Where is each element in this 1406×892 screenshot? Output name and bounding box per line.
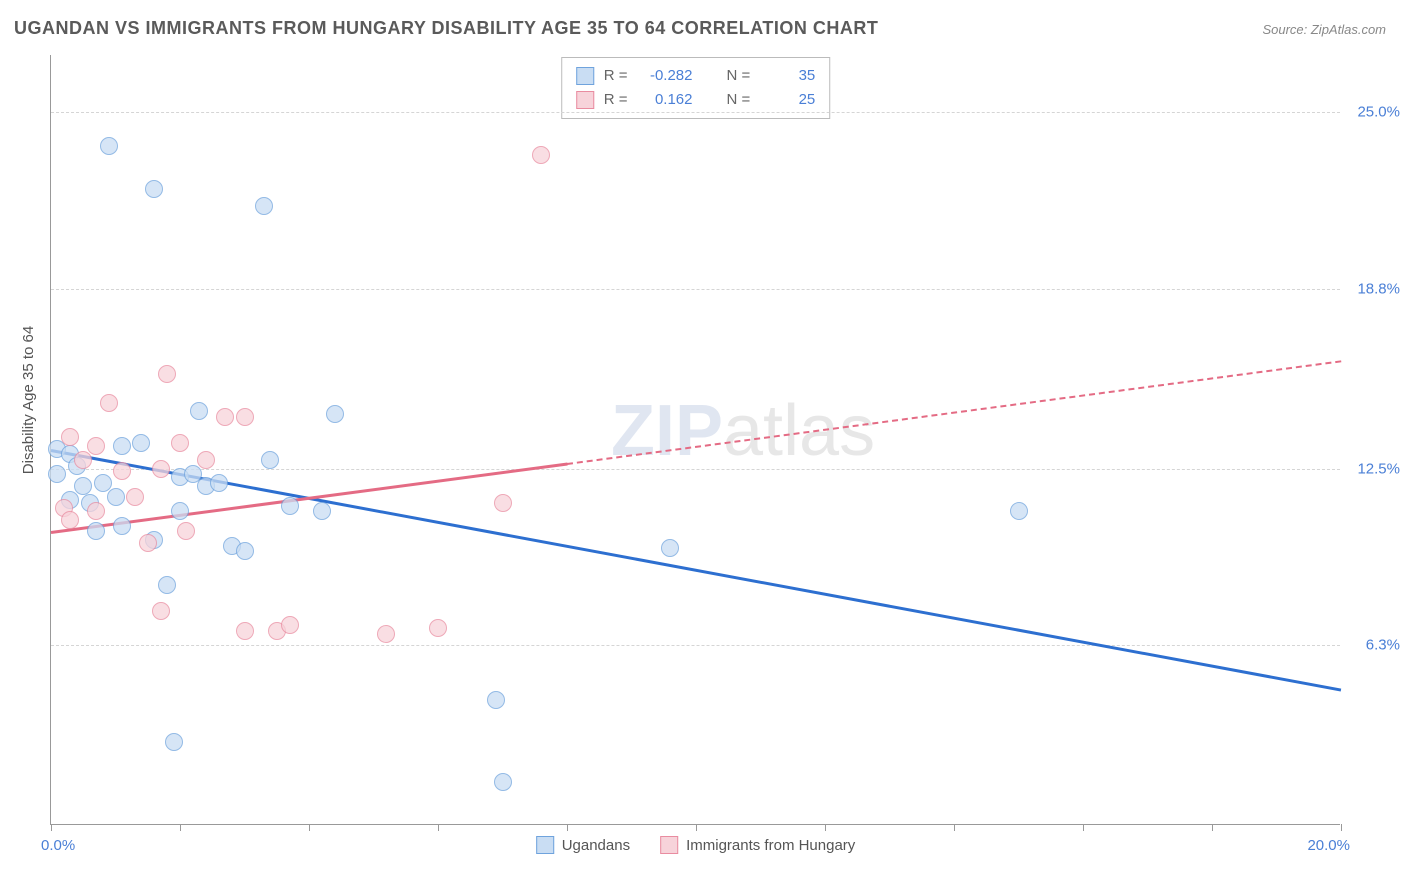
data-point bbox=[171, 434, 189, 452]
data-point bbox=[236, 542, 254, 560]
data-point bbox=[48, 465, 66, 483]
gridline bbox=[51, 112, 1340, 113]
legend-row: R = 0.162 N = 25 bbox=[576, 88, 816, 112]
data-point bbox=[152, 460, 170, 478]
data-point bbox=[74, 477, 92, 495]
y-tick-label: 25.0% bbox=[1345, 104, 1400, 121]
legend-swatch bbox=[576, 67, 594, 85]
data-point bbox=[61, 511, 79, 529]
regression-line bbox=[51, 449, 1342, 692]
chart-title: UGANDAN VS IMMIGRANTS FROM HUNGARY DISAB… bbox=[14, 18, 878, 39]
watermark: ZIPatlas bbox=[611, 390, 875, 472]
data-point bbox=[377, 625, 395, 643]
n-label: N = bbox=[727, 64, 751, 88]
data-point bbox=[87, 437, 105, 455]
data-point bbox=[126, 488, 144, 506]
data-point bbox=[494, 494, 512, 512]
data-point bbox=[1010, 502, 1028, 520]
x-tick bbox=[309, 824, 310, 831]
data-point bbox=[661, 539, 679, 557]
data-point bbox=[100, 137, 118, 155]
data-point bbox=[87, 522, 105, 540]
data-point bbox=[494, 773, 512, 791]
data-point bbox=[210, 474, 228, 492]
r-value: 0.162 bbox=[638, 88, 693, 112]
data-point bbox=[261, 451, 279, 469]
data-point bbox=[139, 534, 157, 552]
gridline bbox=[51, 469, 1340, 470]
series-name: Ugandans bbox=[562, 837, 630, 854]
data-point bbox=[197, 451, 215, 469]
correlation-legend: R = -0.282 N = 35 R = 0.162 N = 25 bbox=[561, 57, 831, 119]
data-point bbox=[171, 502, 189, 520]
data-point bbox=[165, 733, 183, 751]
plot-area: ZIPatlas 0.0% 20.0% R =-0.282N =35R =0.1… bbox=[50, 55, 1340, 825]
x-tick bbox=[825, 824, 826, 831]
chart-container: UGANDAN VS IMMIGRANTS FROM HUNGARY DISAB… bbox=[0, 0, 1406, 892]
regression-line bbox=[567, 360, 1341, 465]
r-label: R = bbox=[604, 64, 628, 88]
data-point bbox=[216, 408, 234, 426]
data-point bbox=[158, 365, 176, 383]
x-tick bbox=[954, 824, 955, 831]
data-point bbox=[487, 691, 505, 709]
source-label: Source: ZipAtlas.com bbox=[1262, 22, 1386, 37]
data-point bbox=[313, 502, 331, 520]
data-point bbox=[281, 497, 299, 515]
x-tick bbox=[438, 824, 439, 831]
data-point bbox=[190, 402, 208, 420]
data-point bbox=[113, 437, 131, 455]
legend-swatch bbox=[576, 91, 594, 109]
y-tick-label: 18.8% bbox=[1345, 280, 1400, 297]
x-axis-min-label: 0.0% bbox=[41, 837, 75, 854]
data-point bbox=[132, 434, 150, 452]
n-value: 25 bbox=[760, 88, 815, 112]
legend-swatch bbox=[536, 836, 554, 854]
n-value: 35 bbox=[760, 64, 815, 88]
x-tick bbox=[1083, 824, 1084, 831]
watermark-thin: atlas bbox=[723, 391, 875, 471]
legend-row: R = -0.282 N = 35 bbox=[576, 64, 816, 88]
data-point bbox=[107, 488, 125, 506]
series-legend-item: Ugandans bbox=[536, 836, 630, 854]
data-point bbox=[113, 517, 131, 535]
r-value: -0.282 bbox=[638, 64, 693, 88]
series-legend: Ugandans Immigrants from Hungary bbox=[536, 836, 856, 854]
watermark-bold: ZIP bbox=[611, 391, 723, 471]
gridline bbox=[51, 289, 1340, 290]
data-point bbox=[100, 394, 118, 412]
x-tick bbox=[696, 824, 697, 831]
y-tick-label: 6.3% bbox=[1345, 637, 1400, 654]
y-axis-title: Disability Age 35 to 64 bbox=[20, 326, 37, 474]
y-tick-label: 12.5% bbox=[1345, 460, 1400, 477]
data-point bbox=[145, 180, 163, 198]
x-tick bbox=[567, 824, 568, 831]
data-point bbox=[281, 616, 299, 634]
x-axis-max-label: 20.0% bbox=[1307, 837, 1350, 854]
series-legend-item: Immigrants from Hungary bbox=[660, 836, 855, 854]
x-tick bbox=[51, 824, 52, 831]
x-tick bbox=[1341, 824, 1342, 831]
data-point bbox=[113, 462, 131, 480]
legend-swatch bbox=[660, 836, 678, 854]
data-point bbox=[74, 451, 92, 469]
data-point bbox=[236, 622, 254, 640]
data-point bbox=[61, 428, 79, 446]
gridline bbox=[51, 645, 1340, 646]
x-tick bbox=[180, 824, 181, 831]
data-point bbox=[236, 408, 254, 426]
data-point bbox=[255, 197, 273, 215]
data-point bbox=[429, 619, 447, 637]
series-name: Immigrants from Hungary bbox=[686, 837, 855, 854]
data-point bbox=[326, 405, 344, 423]
x-tick bbox=[1212, 824, 1213, 831]
data-point bbox=[152, 602, 170, 620]
data-point bbox=[532, 146, 550, 164]
n-label: N = bbox=[727, 88, 751, 112]
r-label: R = bbox=[604, 88, 628, 112]
data-point bbox=[87, 502, 105, 520]
data-point bbox=[177, 522, 195, 540]
data-point bbox=[158, 576, 176, 594]
